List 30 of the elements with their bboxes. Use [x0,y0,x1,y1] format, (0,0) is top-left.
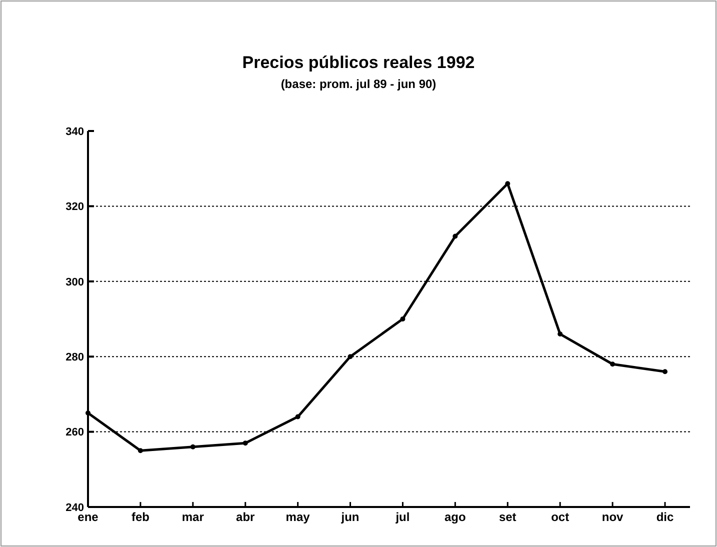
chart-title: Precios públicos reales 1992 [242,53,475,72]
y-tick-label: 340 [66,126,84,138]
chart-subtitle: (base: prom. jul 89 - jun 90) [280,77,436,91]
y-tick-label: 280 [66,351,84,364]
x-tick-label: jun [340,510,360,524]
x-tick-label: feb [131,510,150,524]
y-tick-label: 320 [66,201,84,214]
x-tick-label: oct [551,510,570,524]
x-tick-label: jul [394,510,410,524]
x-tick-label: nov [602,510,624,524]
point [558,332,563,337]
point [452,234,458,239]
point [662,369,668,374]
x-tick-label: set [498,510,516,524]
x-tick-label: may [286,510,310,524]
y-tick-label: 260 [66,426,84,439]
point [400,316,406,322]
point [505,181,510,186]
point [348,354,353,360]
x-tick-label: mar [182,510,204,524]
x-tick-label: dic [656,510,674,524]
y-tick-label: 300 [66,276,84,288]
point [190,444,196,450]
point [610,362,616,367]
point [138,448,143,454]
x-tick-label: ago [444,510,466,524]
x-tick-label: abr [236,510,256,524]
point [242,440,248,446]
point [86,410,90,416]
point [295,414,300,420]
